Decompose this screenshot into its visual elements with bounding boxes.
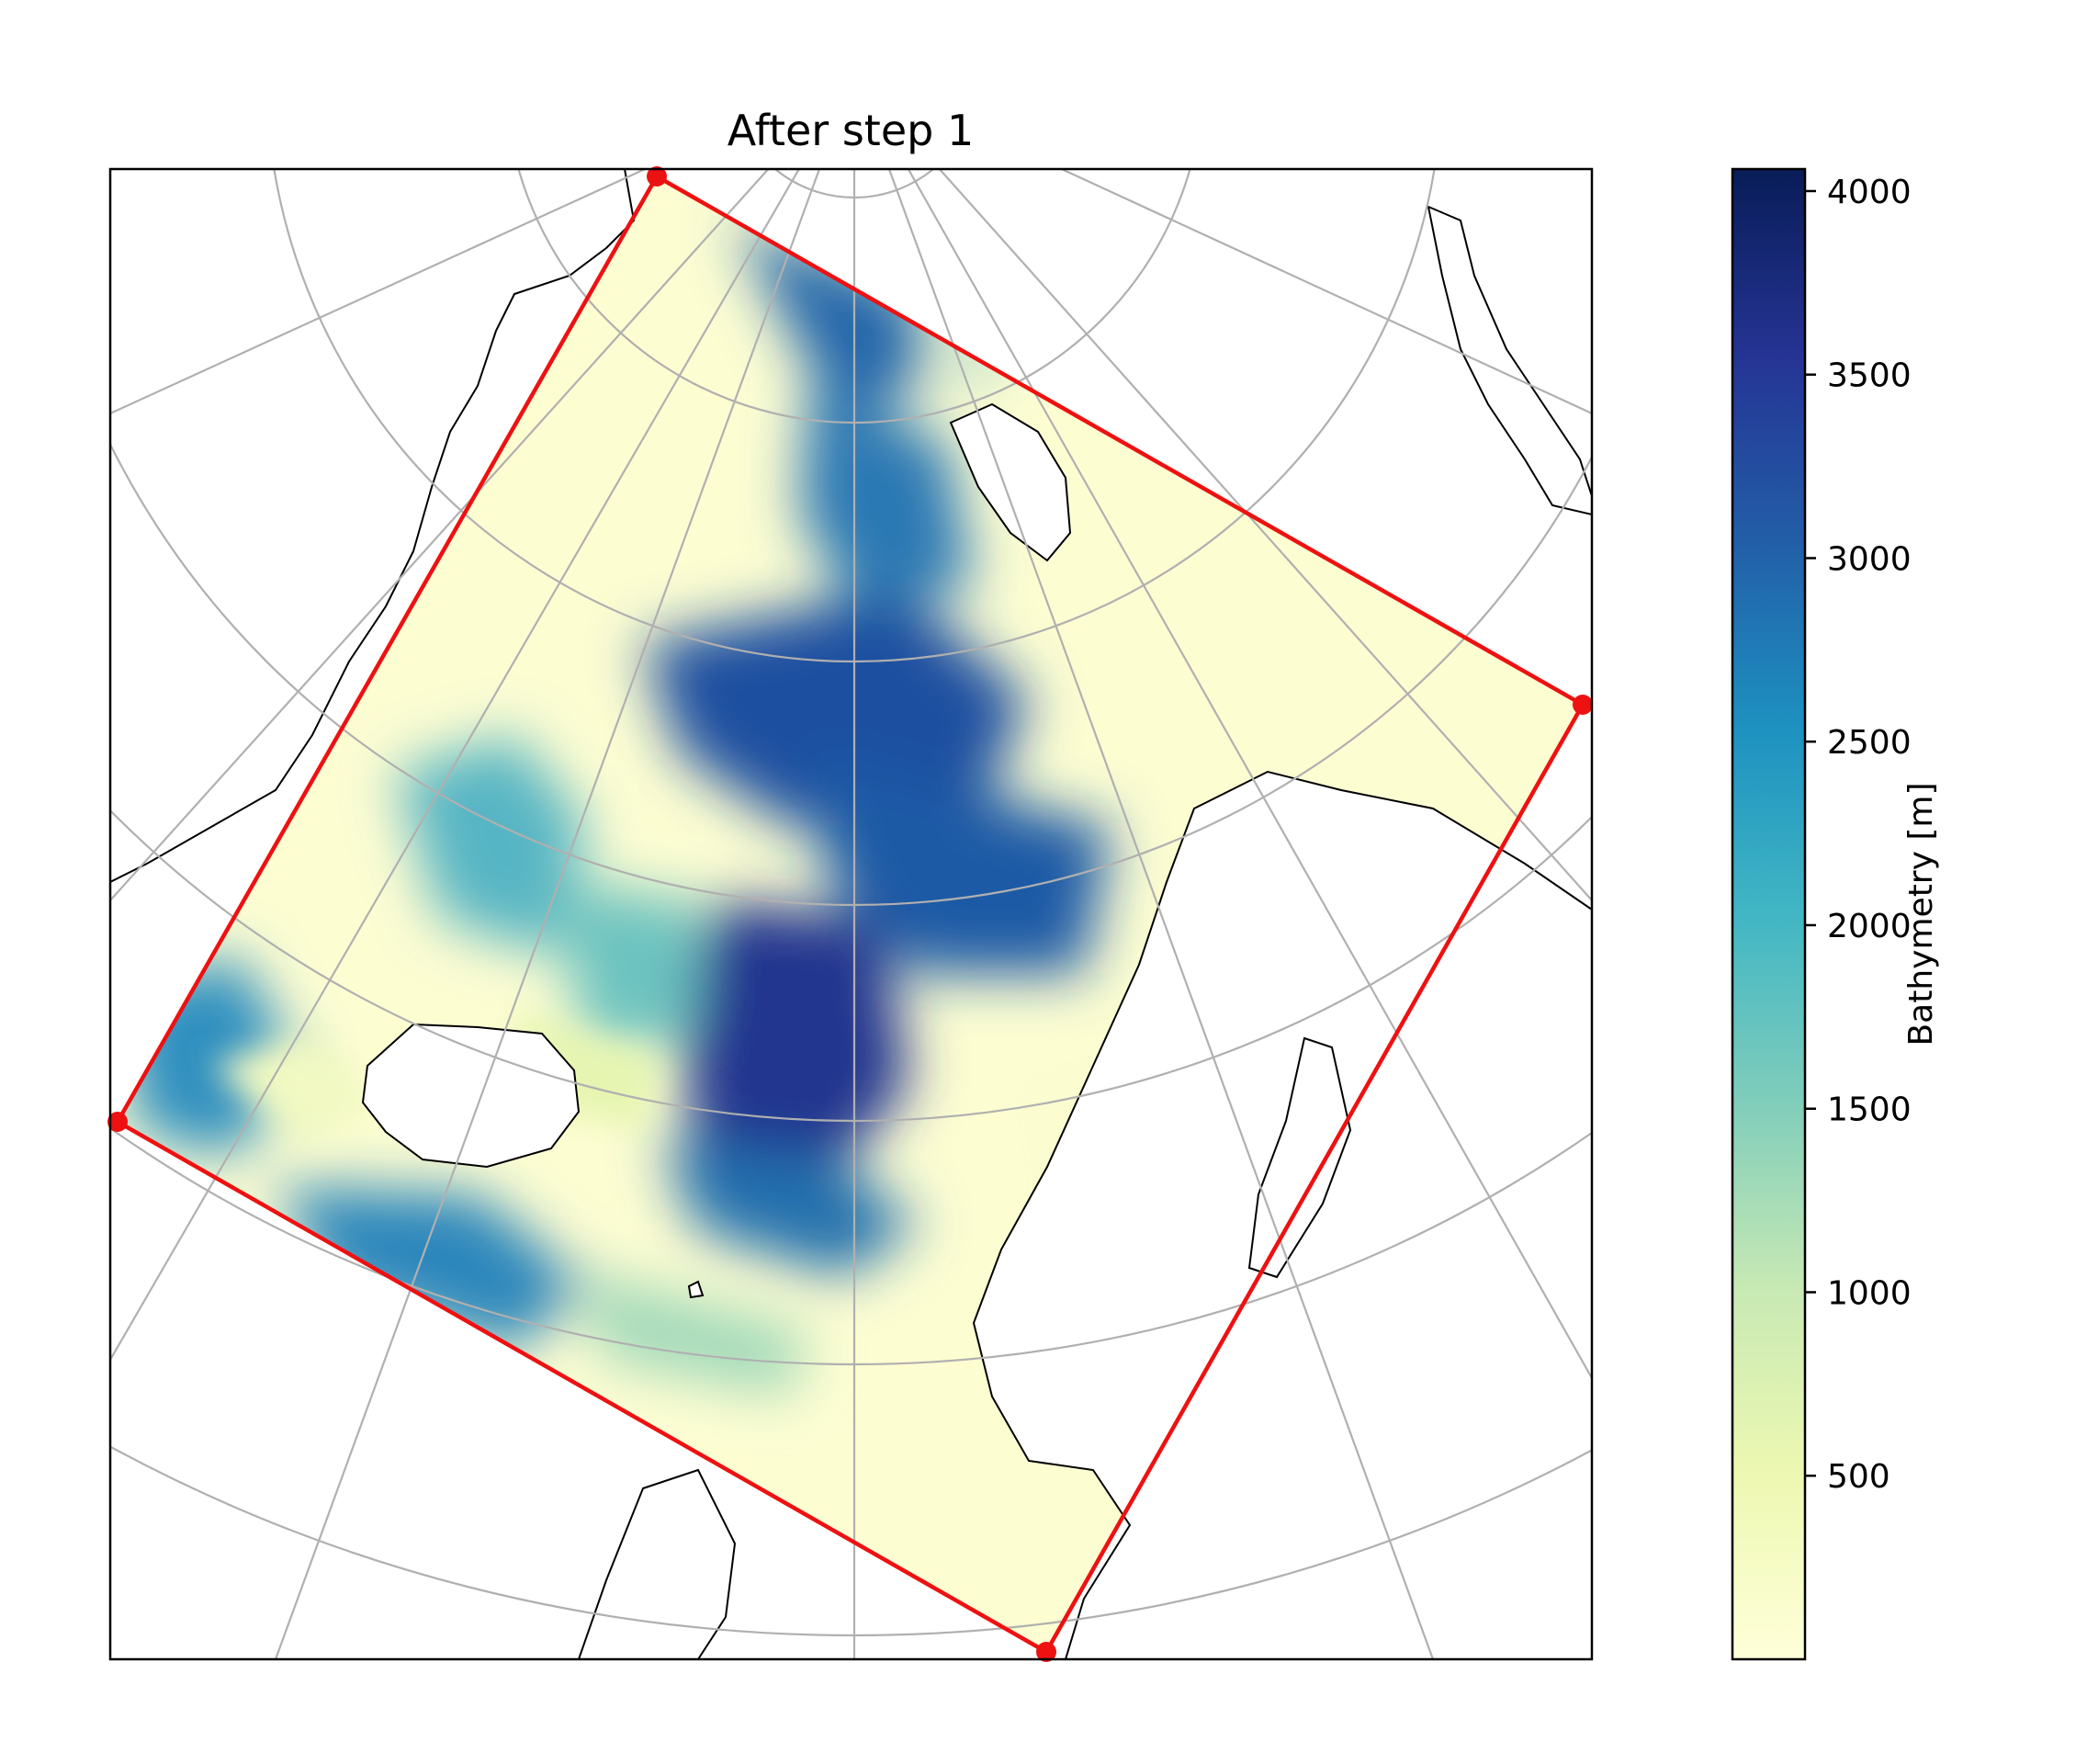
colorbar-tick-label: 4000 <box>1827 174 1912 211</box>
coastlines <box>110 169 1592 1659</box>
colorbar-tick-label: 500 <box>1827 1458 1890 1496</box>
domain-corner <box>647 166 667 187</box>
colorbar: 500 1000 1500 2000 2500 3000 3500 4000 Bathymet… <box>1731 167 1940 1661</box>
british-isles-coast <box>577 1468 737 1659</box>
colorbar-ticks: 500 1000 1500 2000 2500 3000 3500 4000 <box>1805 174 1912 1496</box>
map-axes <box>107 166 1594 1662</box>
map-frame <box>108 167 1594 1661</box>
colorbar-tick-label: 3500 <box>1827 357 1912 395</box>
colorbar-tick-label: 2500 <box>1827 724 1912 762</box>
iceland-coast <box>361 1023 581 1169</box>
colorbar-tick-label: 1500 <box>1827 1091 1912 1129</box>
baltic-sea <box>1247 1036 1352 1279</box>
domain-corner <box>1573 695 1593 715</box>
svalbard-coast <box>949 402 1072 562</box>
novaya-zemlya-coast <box>1427 205 1592 516</box>
colorbar-label: Bathymetry [m] <box>1902 782 1940 1046</box>
faroe-coast <box>687 1280 705 1299</box>
colorbar-tick-label: 1000 <box>1827 1274 1912 1312</box>
colorbar-tick-label: 2000 <box>1827 908 1912 945</box>
graticule <box>110 169 1592 1659</box>
map-title: After step 1 <box>728 106 974 155</box>
colorbar-tick-label: 3000 <box>1827 540 1912 578</box>
colorbar-frame <box>1731 167 1807 1661</box>
domain-corner <box>107 1112 128 1132</box>
greenland-coast <box>110 169 636 884</box>
domain-corner <box>1036 1642 1056 1662</box>
model-domain <box>107 166 1593 1662</box>
colorbar-bar <box>1732 169 1805 1659</box>
